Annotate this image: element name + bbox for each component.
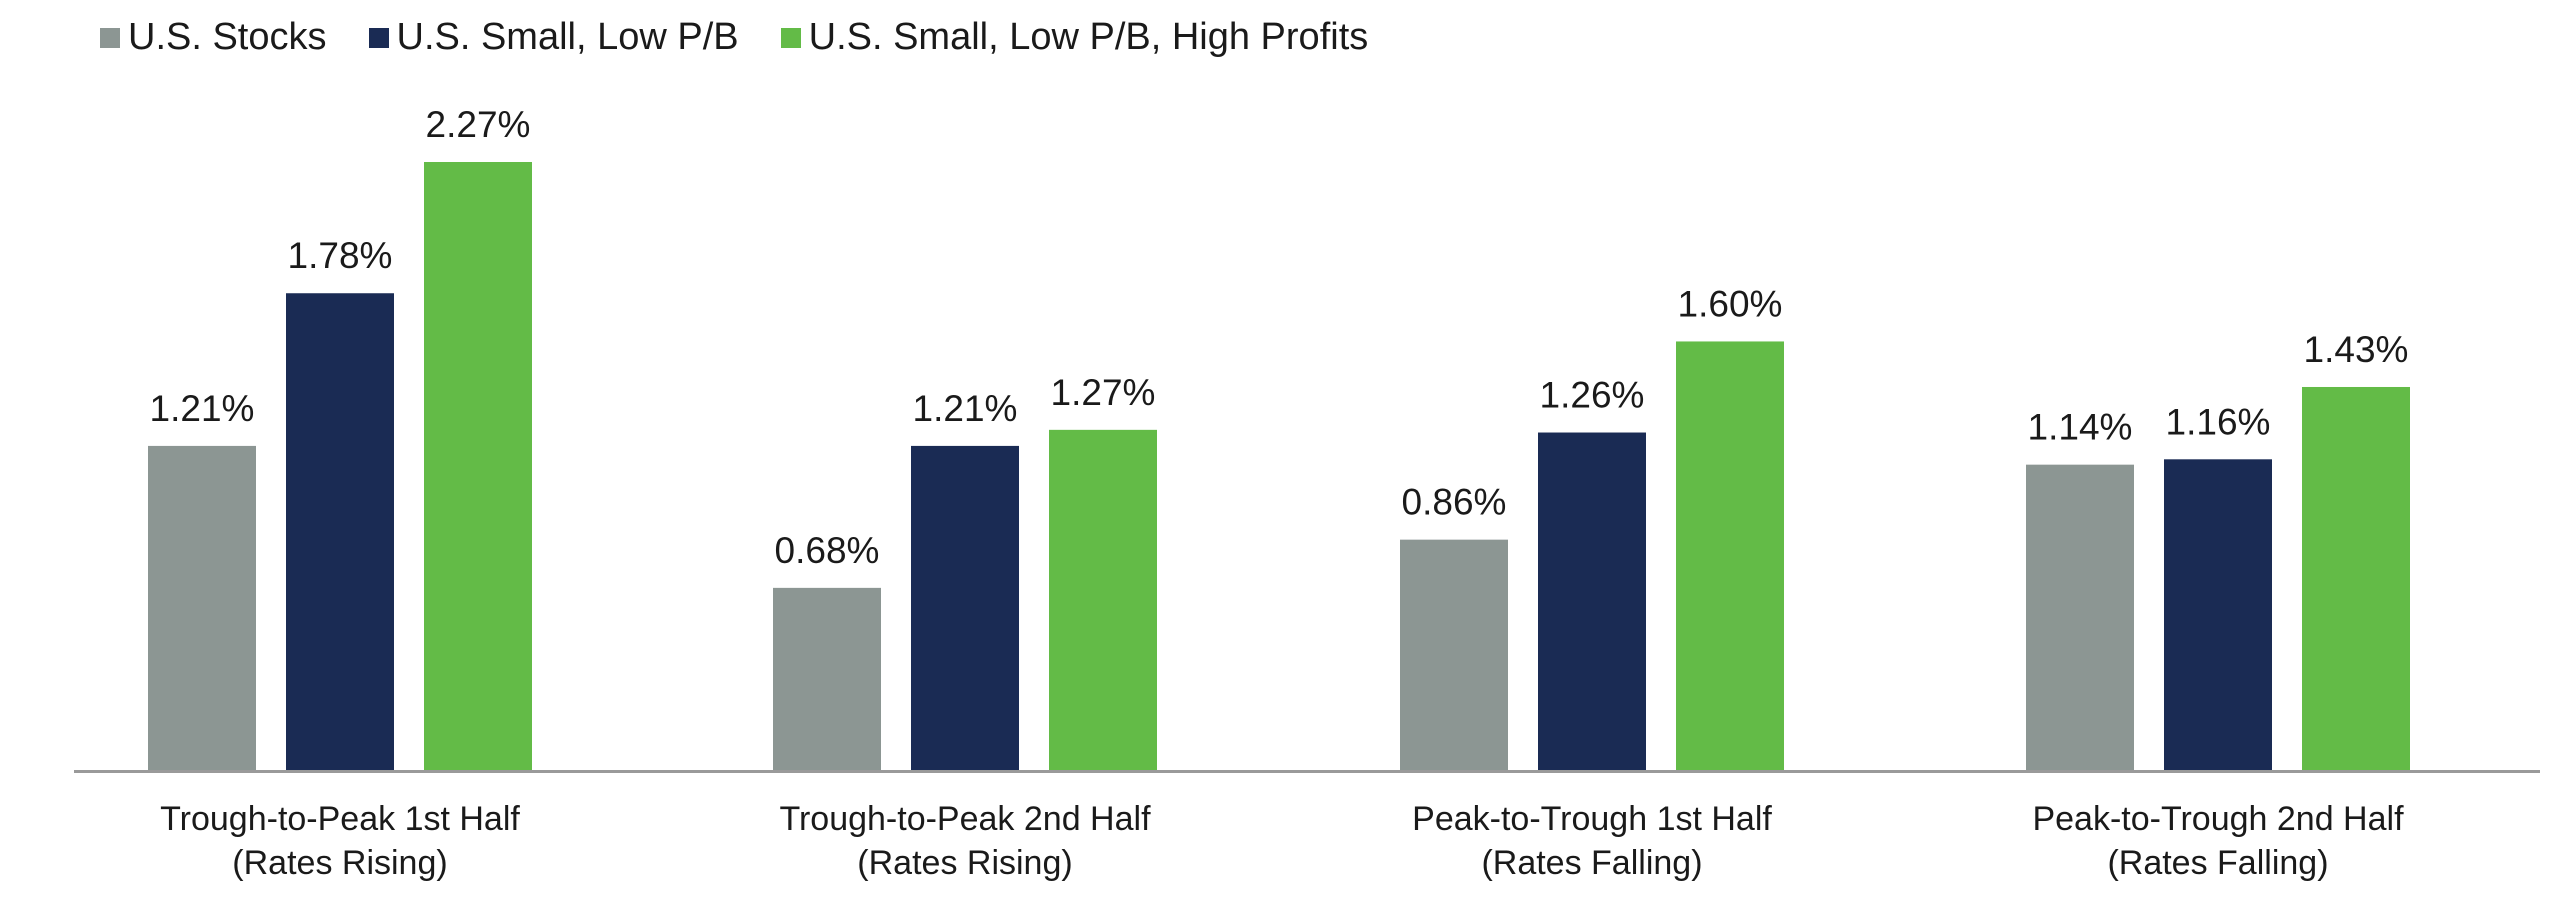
value-label-u-s-small-low-p-b-1: 1.78% — [288, 235, 393, 276]
value-label-u-s-stocks-2: 0.68% — [775, 530, 880, 571]
category-labels-layer: Trough-to-Peak 1st Half (Rates Rising) Tro… — [160, 800, 2404, 882]
category-label-4-line-2: (Rates Falling) — [2107, 844, 2328, 882]
bar-u-s-small-low-p-b-1 — [286, 293, 394, 770]
value-label-u-s-small-low-p-b-high-profits-4: 1.43% — [2304, 329, 2409, 370]
bar-u-s-stocks-2 — [773, 587, 881, 770]
category-label-2-line-1: Trough-to-Peak 2nd Half — [779, 800, 1151, 838]
legend-swatch-us-stocks — [100, 27, 120, 48]
bar-u-s-small-low-p-b-high-profits-1 — [424, 162, 532, 770]
legend-label-us-small-low-pb-high-profits: U.S. Small, Low P/B, High Profits — [808, 16, 1369, 58]
bar-u-s-small-low-p-b-high-profits-2 — [1049, 429, 1157, 770]
value-label-u-s-small-low-p-b-high-profits-2: 1.27% — [1051, 372, 1156, 413]
legend-item-us-small-low-pb: U.S. Small, Low P/B — [368, 16, 739, 59]
category-label-2-line-2: (Rates Rising) — [857, 844, 1072, 882]
legend-label-us-small-low-pb: U.S. Small, Low P/B — [396, 16, 739, 58]
legend-label-us-stocks: U.S. Stocks — [128, 16, 327, 58]
value-labels-layer: 1.21% 1.78% 2.27% 0.68% 1.21% 1.27% 0.86% 1.26%… — [150, 104, 2409, 571]
bar-u-s-stocks-4 — [2026, 464, 2134, 770]
category-label-4-line-1: Peak-to-Trough 2nd Half — [2032, 800, 2404, 838]
legend-item-us-small-low-pb-high-profits: U.S. Small, Low P/B, High Profits — [780, 16, 1369, 59]
value-label-u-s-small-low-p-b-2: 1.21% — [913, 388, 1018, 429]
value-label-u-s-stocks-3: 0.86% — [1402, 482, 1507, 523]
legend: U.S. Stocks U.S. Small, Low P/B U.S. Sma… — [100, 16, 1410, 59]
bar-u-s-small-low-p-b-high-profits-3 — [1676, 341, 1784, 770]
category-label-1-line-2: (Rates Rising) — [232, 844, 447, 882]
bar-u-s-small-low-p-b-high-profits-4 — [2302, 386, 2410, 770]
bar-u-s-stocks-3 — [1400, 539, 1508, 770]
value-label-u-s-small-low-p-b-high-profits-3: 1.60% — [1678, 283, 1783, 324]
category-label-3-line-2: (Rates Falling) — [1481, 844, 1702, 882]
value-label-u-s-small-low-p-b-3: 1.26% — [1540, 375, 1645, 416]
bar-u-s-small-low-p-b-3 — [1538, 432, 1646, 770]
category-label-1-line-1: Trough-to-Peak 1st Half — [160, 800, 520, 838]
value-label-u-s-stocks-4: 1.14% — [2028, 407, 2133, 448]
bars-layer — [148, 162, 2410, 770]
value-label-u-s-small-low-p-b-4: 1.16% — [2166, 401, 2271, 442]
bar-u-s-small-low-p-b-4 — [2164, 459, 2272, 770]
value-label-u-s-small-low-p-b-high-profits-1: 2.27% — [426, 104, 531, 145]
value-label-u-s-stocks-1: 1.21% — [150, 388, 255, 429]
category-label-3-line-1: Peak-to-Trough 1st Half — [1412, 800, 1772, 838]
legend-item-us-stocks: U.S. Stocks — [100, 16, 327, 59]
bar-u-s-stocks-1 — [148, 445, 256, 770]
legend-swatch-us-small-low-pb — [368, 27, 389, 48]
bar-u-s-small-low-p-b-2 — [911, 445, 1019, 770]
legend-swatch-us-small-low-pb-high-profits — [780, 27, 801, 48]
